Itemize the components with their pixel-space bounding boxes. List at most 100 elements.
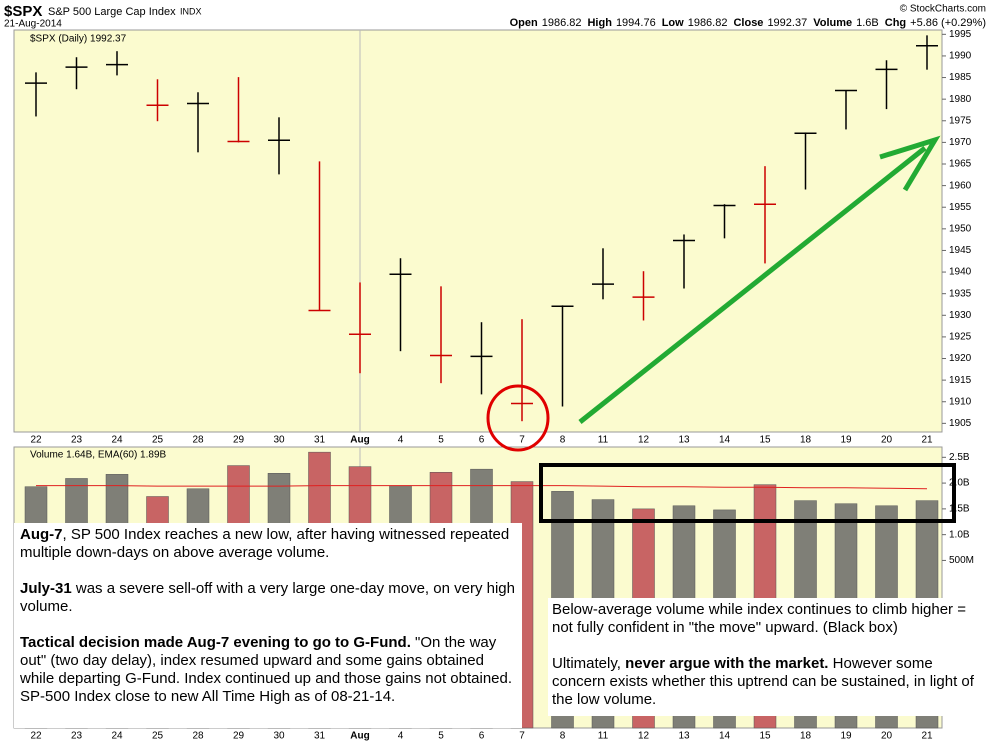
y-tick-label: 1945 <box>949 245 972 256</box>
note-text: However some concern exists whether this… <box>552 655 974 708</box>
note-text: Aug-7 <box>20 526 63 543</box>
x-tick-label: 13 <box>678 731 690 742</box>
x-tick-label: 25 <box>152 731 164 742</box>
x-tick-label: 20 <box>881 731 893 742</box>
x-tick-label: 6 <box>479 731 485 742</box>
x-tick-label: 11 <box>598 435 609 446</box>
note-paragraph: Below-average volume while index continu… <box>552 601 986 637</box>
y-tick-label: 1925 <box>949 332 972 343</box>
note-text: Ultimately, <box>552 655 626 672</box>
x-tick-label: 22 <box>30 435 42 446</box>
ema-line <box>36 485 928 490</box>
date: 21-Aug-2014 <box>4 19 62 30</box>
y-tick-label: 1975 <box>949 115 972 126</box>
x-tick-label: 7 <box>519 435 525 446</box>
x-tick-label: 21 <box>921 435 933 446</box>
x-tick-label: 5 <box>438 731 444 742</box>
x-tick-label: 6 <box>479 435 485 446</box>
y-tick-label: 1915 <box>949 375 972 386</box>
symbol: $SPX <box>4 3 42 20</box>
index-name: S&P 500 Large Cap Index <box>48 6 176 18</box>
x-tick-label: 14 <box>719 731 731 742</box>
x-tick-label: 23 <box>71 435 83 446</box>
quote: Open 1986.82 High 1994.76 Low 1986.82 Close 199… <box>510 17 986 29</box>
y2-tick-label: 500M <box>949 555 974 566</box>
x-tick-label: 24 <box>111 731 123 742</box>
x-tick-label: 18 <box>800 731 812 742</box>
note-paragraph: July-31 was a severe sell-off with a ver… <box>20 580 516 616</box>
x-tick-label: 19 <box>840 731 852 742</box>
y-tick-label: 1995 <box>949 29 972 40</box>
y-tick-label: 1940 <box>949 267 972 278</box>
note-text: never argue with the market. <box>625 655 829 672</box>
copyright: © StockCharts.com <box>900 4 986 15</box>
x-tick-label: 28 <box>192 731 204 742</box>
price-legend: $SPX (Daily) 1992.37 <box>30 34 127 45</box>
x-tick-label: Aug <box>350 731 369 742</box>
x-tick-label: 23 <box>71 731 83 742</box>
quote-label: Chg <box>885 17 906 29</box>
volume-legend: Volume 1.64B, EMA(60) 1.89B <box>30 450 167 461</box>
x-tick-label: 4 <box>398 435 404 446</box>
note-paragraph: Aug-7, SP 500 Index reaches a new low, a… <box>20 526 516 562</box>
x-tick-label: 12 <box>638 435 650 446</box>
y-tick-label: 1910 <box>949 396 972 407</box>
note-right: Below-average volume while index continu… <box>548 598 990 716</box>
x-tick-label: 11 <box>598 731 609 742</box>
x-tick-label: 28 <box>192 435 204 446</box>
y-tick-label: 1930 <box>949 310 972 321</box>
quote-value: +5.86 (+0.29%) <box>910 17 986 29</box>
x-tick-label: 31 <box>314 435 326 446</box>
x-tick-label: 5 <box>438 435 444 446</box>
y-tick-label: 1920 <box>949 353 972 364</box>
y-tick-label: 1965 <box>949 159 972 170</box>
note-text: , SP 500 Index reaches a new low, after … <box>20 526 510 561</box>
x-tick-label: 8 <box>560 731 566 742</box>
y-tick-label: 1960 <box>949 180 972 191</box>
y-tick-label: 1980 <box>949 94 972 105</box>
volume-box <box>539 463 956 523</box>
quote-value: 1994.76 <box>616 17 656 29</box>
x-tick-label: 29 <box>233 731 245 742</box>
x-tick-label: 29 <box>233 435 245 446</box>
x-tick-label: 30 <box>273 731 285 742</box>
y-tick-label: 1955 <box>949 202 972 213</box>
x-tick-label: 22 <box>30 731 42 742</box>
note-left: Aug-7, SP 500 Index reaches a new low, a… <box>14 523 522 728</box>
x-tick-label: 31 <box>314 731 326 742</box>
x-tick-label: 4 <box>398 731 404 742</box>
x-tick-label: Aug <box>350 435 369 446</box>
x-tick-label: 8 <box>560 435 566 446</box>
x-tick-label: 19 <box>840 435 852 446</box>
exchange: INDX <box>180 6 202 16</box>
price-panel <box>13 29 943 433</box>
arrow-head <box>879 135 941 192</box>
y-tick-label: 1990 <box>949 51 972 62</box>
y2-tick-label: 2.5B <box>949 452 970 463</box>
quote-label: Low <box>662 17 684 29</box>
quote-value: 1.6B <box>856 17 879 29</box>
note-paragraph: Tactical decision made Aug-7 evening to … <box>20 634 516 706</box>
y-tick-label: 1935 <box>949 288 972 299</box>
x-tick-label: 30 <box>273 435 285 446</box>
y-tick-label: 1905 <box>949 418 972 429</box>
quote-label: Open <box>510 17 538 29</box>
y-tick-label: 1950 <box>949 223 972 234</box>
highlight-circle <box>486 384 550 452</box>
quote-line: Open 1986.82 High 1994.76 Low 1986.82 Close 199… <box>510 17 986 29</box>
quote-label: Close <box>733 17 763 29</box>
note-text: Below-average volume while index continu… <box>552 601 966 636</box>
x-tick-label: 13 <box>678 435 690 446</box>
x-tick-label: 20 <box>881 435 893 446</box>
x-tick-label: 24 <box>111 435 123 446</box>
quote-value: 1986.82 <box>688 17 728 29</box>
y-tick-label: 1970 <box>949 137 972 148</box>
x-tick-label: 15 <box>759 435 771 446</box>
y-tick-label: 1985 <box>949 72 972 83</box>
trend-arrow <box>578 146 927 424</box>
x-tick-label: 21 <box>921 731 933 742</box>
note-text: July-31 <box>20 580 72 597</box>
y2-tick-label: 1.0B <box>949 529 970 540</box>
note-text: "On the way out" (two day delay), index … <box>20 634 513 705</box>
